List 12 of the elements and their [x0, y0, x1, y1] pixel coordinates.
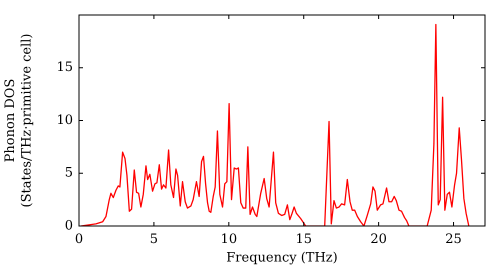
y-tick-label: 0	[64, 218, 73, 234]
x-tick-label: 20	[370, 232, 387, 248]
y-tick-label: 10	[56, 112, 73, 128]
y-axis-title: Phonon DOS (States/THz·primitive cell)	[2, 33, 35, 208]
x-tick-label: 5	[150, 232, 158, 248]
x-tick-label: 0	[74, 232, 84, 248]
y-tick-label: 5	[64, 166, 73, 181]
x-axis-title: Frequency (THz)	[226, 250, 338, 266]
x-tick-label: 10	[220, 232, 238, 248]
x-tick-label: 15	[295, 232, 312, 248]
x-tick-label: 25	[445, 232, 462, 248]
y-tick-label: 15	[56, 60, 73, 76]
